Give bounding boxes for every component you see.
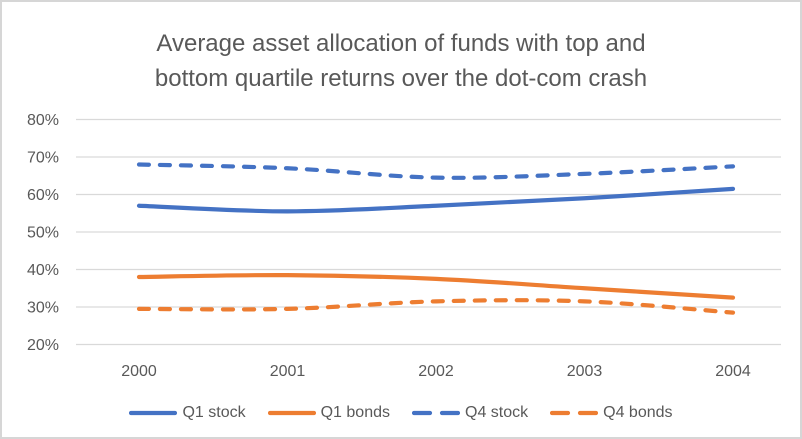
legend-swatch-q1-bonds	[267, 410, 316, 416]
legend-swatch-q1-stock	[129, 410, 178, 416]
legend-item-q1-stock: Q1 stock	[129, 404, 246, 422]
legend-label-q4-stock: Q4 stock	[465, 404, 529, 421]
legend-item-q4-bonds: Q4 bonds	[550, 404, 673, 422]
series-line-q1-bonds	[136, 272, 736, 300]
legend-item-q1-bonds: Q1 bonds	[267, 404, 390, 422]
legend: Q1 stock Q1 bonds Q4 stock Q4 bonds	[2, 404, 800, 422]
legend-swatch-q4-bonds	[550, 410, 599, 416]
chart-title: Average asset allocation of funds with t…	[2, 26, 800, 96]
x-tick-label-2004: 2004	[715, 363, 751, 380]
legend-label-q1-bonds: Q1 bonds	[320, 404, 390, 421]
x-tick-label-2000: 2000	[121, 363, 157, 380]
chart-title-line-2: bottom quartile returns over the dot-com…	[154, 65, 648, 92]
y-tick-label-30%: 30%	[27, 300, 59, 317]
y-tick-label-80%: 80%	[27, 112, 59, 129]
y-tick-label-70%: 70%	[27, 150, 59, 167]
x-tick-label-2001: 2001	[270, 363, 306, 380]
x-tick-label-2002: 2002	[418, 363, 454, 380]
series-line-q1-stock	[136, 186, 736, 214]
chart-title-line-1: Average asset allocation of funds with t…	[156, 30, 646, 57]
legend-swatch-q4-stock	[412, 410, 460, 416]
y-tick-label-60%: 60%	[27, 187, 59, 204]
series-line-q4-bonds	[136, 298, 736, 315]
y-tick-label-40%: 40%	[27, 262, 59, 279]
legend-item-q4-stock: Q4 stock	[412, 404, 528, 422]
legend-label-q4-bonds: Q4 bonds	[603, 404, 673, 421]
y-tick-label-50%: 50%	[27, 225, 59, 242]
legend-label-q1-stock: Q1 stock	[182, 404, 246, 421]
x-tick-label-2003: 2003	[567, 363, 603, 380]
series-line-q4-stock	[136, 162, 736, 180]
y-tick-label-20%: 20%	[27, 337, 59, 354]
